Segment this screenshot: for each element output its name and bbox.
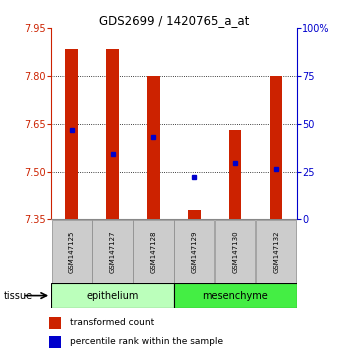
Text: GSM147129: GSM147129 bbox=[191, 230, 197, 273]
Bar bbox=[188, 210, 201, 219]
Text: transformed count: transformed count bbox=[70, 318, 154, 327]
Text: GSM147132: GSM147132 bbox=[273, 230, 279, 273]
Text: epithelium: epithelium bbox=[86, 291, 139, 301]
Text: GSM147127: GSM147127 bbox=[109, 230, 116, 273]
FancyBboxPatch shape bbox=[51, 283, 174, 308]
Text: mesenchyme: mesenchyme bbox=[203, 291, 268, 301]
Text: GSM147125: GSM147125 bbox=[69, 230, 75, 273]
Bar bbox=[49, 336, 61, 348]
Text: tissue: tissue bbox=[3, 291, 32, 301]
FancyBboxPatch shape bbox=[174, 283, 297, 308]
Text: GSM147128: GSM147128 bbox=[150, 230, 157, 273]
Title: GDS2699 / 1420765_a_at: GDS2699 / 1420765_a_at bbox=[99, 14, 249, 27]
Bar bbox=[65, 49, 78, 219]
FancyBboxPatch shape bbox=[51, 220, 92, 282]
Text: GSM147130: GSM147130 bbox=[232, 230, 238, 273]
Bar bbox=[147, 76, 160, 219]
Bar bbox=[106, 49, 119, 219]
Text: percentile rank within the sample: percentile rank within the sample bbox=[70, 337, 223, 346]
FancyBboxPatch shape bbox=[256, 220, 296, 282]
FancyBboxPatch shape bbox=[215, 220, 255, 282]
Bar bbox=[270, 76, 282, 219]
FancyBboxPatch shape bbox=[92, 220, 133, 282]
Bar bbox=[49, 316, 61, 329]
FancyBboxPatch shape bbox=[174, 220, 214, 282]
Bar bbox=[229, 130, 241, 219]
FancyBboxPatch shape bbox=[133, 220, 174, 282]
